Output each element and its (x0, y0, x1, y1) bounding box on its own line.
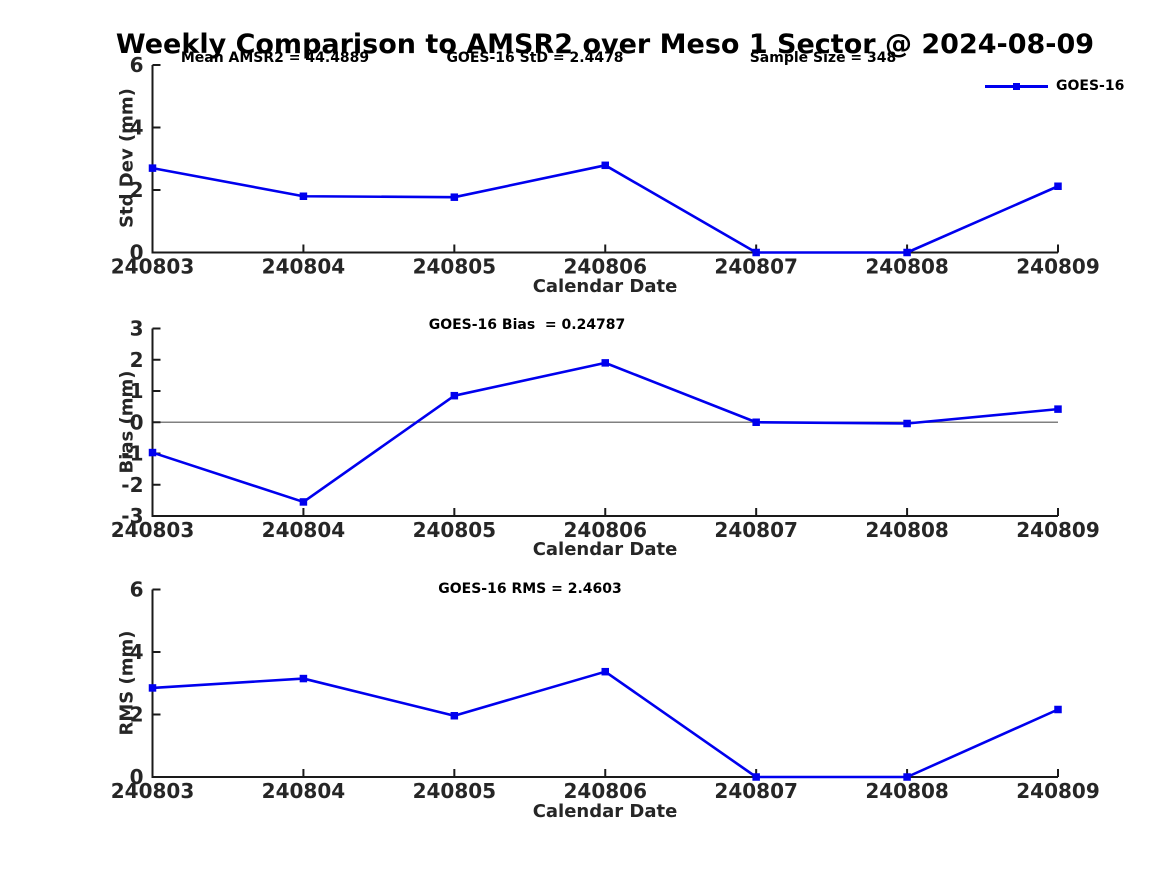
data-point-marker (1054, 405, 1062, 413)
x-tick-label: 240804 (262, 779, 346, 803)
data-point-marker (903, 773, 911, 781)
data-point-marker (148, 164, 157, 172)
y-tick-label: 0 (130, 765, 144, 789)
figure-title: Weekly Comparison to AMSR2 over Meso 1 S… (115, 29, 1095, 60)
legend-square-marker-icon (1013, 83, 1020, 90)
x-tick-label: 240805 (413, 518, 497, 542)
x-tick-label: 240803 (111, 255, 195, 279)
x-tick-label: 240809 (1016, 255, 1100, 279)
y-tick-label: 3 (130, 317, 144, 341)
x-tick-label: 240805 (413, 255, 497, 279)
series-line-bias (152, 361, 1059, 504)
x-tick-label: 240809 (1016, 779, 1100, 803)
data-point-marker (601, 667, 609, 676)
data-point-marker (752, 773, 760, 781)
y-tick-label: 4 (130, 640, 144, 664)
data-point-marker (450, 391, 459, 400)
y-tick-label: -2 (121, 473, 143, 497)
data-point-marker (601, 161, 609, 170)
legend-label: GOES-16 (1056, 78, 1125, 94)
x-tick-label: 240807 (714, 255, 798, 279)
x-tick-label: 240809 (1016, 518, 1100, 542)
xlabel-panel-1: Calendar Date (532, 276, 678, 297)
data-point-marker (148, 448, 157, 457)
annotation-goes16-std: GOES-16 StD = 2.4478 (446, 50, 624, 66)
y-tick-label: 2 (130, 348, 144, 372)
y-tick-label: 4 (130, 116, 144, 140)
data-point-marker (752, 418, 760, 426)
annotation-goes16-rms: GOES-16 RMS = 2.4603 (438, 581, 622, 597)
x-tick-label: 240808 (865, 255, 949, 279)
data-point-marker (299, 674, 308, 683)
xlabel-panel-3: Calendar Date (532, 801, 678, 822)
y-tick-label: -1 (121, 442, 143, 466)
x-tick-label: 240804 (262, 255, 346, 279)
x-tick-label: 240804 (262, 518, 346, 542)
x-tick-label: 240807 (714, 779, 798, 803)
data-point-marker (903, 419, 911, 428)
y-tick-label: -3 (121, 504, 143, 528)
series-line-rms (152, 670, 1059, 779)
y-tick-label: 0 (130, 410, 144, 434)
xlabel-panel-2: Calendar Date (532, 539, 678, 560)
x-tick-label: 240805 (413, 779, 497, 803)
data-point-marker (1054, 705, 1062, 714)
x-tick-label: 240806 (564, 518, 648, 542)
x-tick-label: 240806 (564, 255, 648, 279)
data-point-marker (450, 193, 459, 201)
y-tick-label: 1 (130, 379, 144, 403)
y-tick-label: 2 (130, 703, 144, 727)
y-tick-label: 2 (130, 178, 144, 202)
x-tick-label: 240803 (111, 779, 195, 803)
annotation-goes16-bias: GOES-16 Bias = 0.24787 (428, 317, 626, 333)
data-point-marker (450, 712, 459, 720)
legend-line-sample-icon (985, 77, 1048, 95)
data-point-marker (903, 248, 911, 257)
data-point-marker (752, 248, 760, 257)
data-point-marker (299, 192, 308, 200)
data-point-marker (601, 359, 609, 367)
x-tick-label: 240808 (865, 518, 949, 542)
data-point-marker (1054, 182, 1062, 190)
x-tick-label: 240806 (564, 779, 648, 803)
data-point-marker (148, 684, 157, 692)
y-tick-label: 6 (130, 53, 144, 77)
legend: GOES-16 (985, 77, 1124, 95)
data-point-marker (299, 498, 308, 506)
annotation-sample-size: Sample Size = 348 (749, 50, 897, 66)
annotation-mean-amsr2: Mean AMSR2 = 44.4889 (180, 50, 370, 66)
x-tick-label: 240803 (111, 518, 195, 542)
x-tick-label: 240808 (865, 779, 949, 803)
x-tick-label: 240807 (714, 518, 798, 542)
y-tick-label: 6 (130, 578, 144, 602)
y-tick-label: 0 (130, 241, 144, 265)
series-line-std-dev (152, 164, 1059, 254)
